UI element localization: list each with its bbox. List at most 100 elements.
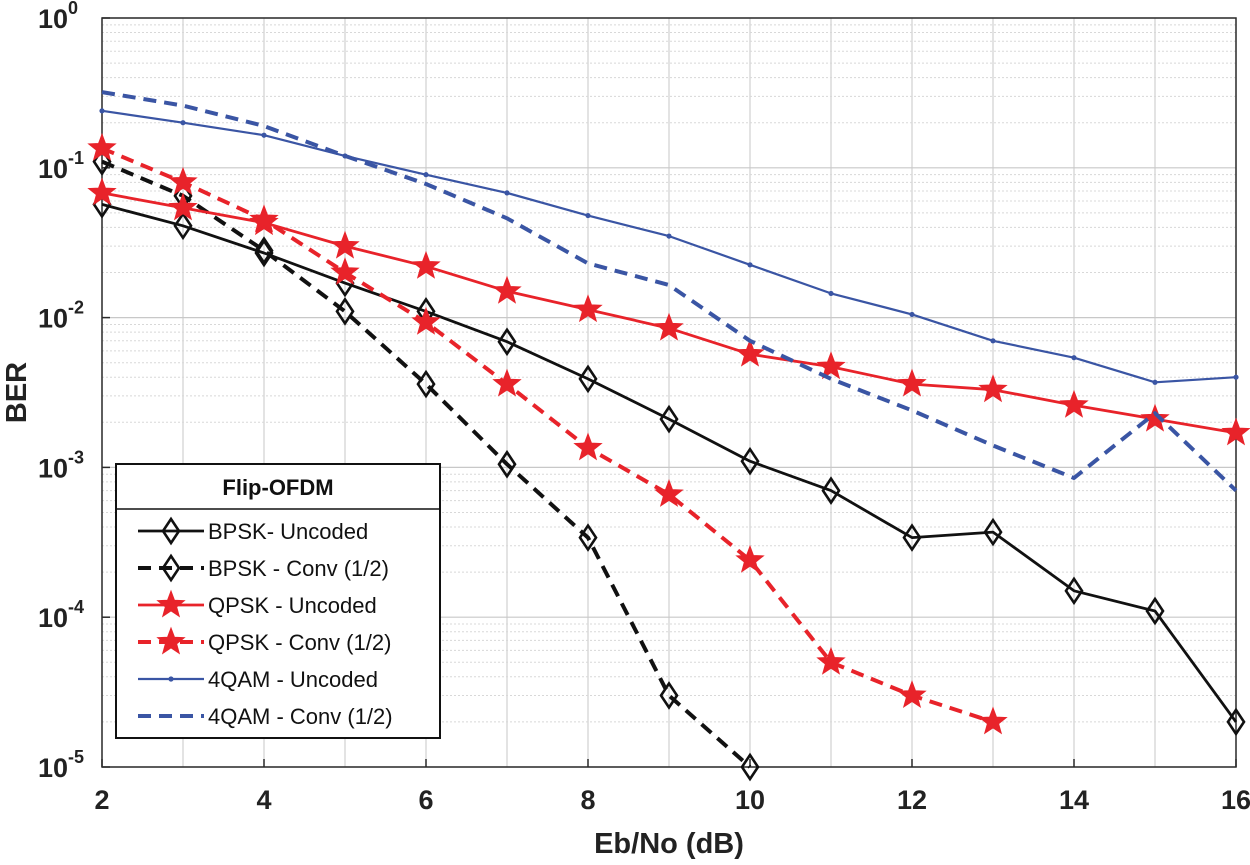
x-tick-label: 2 (94, 785, 109, 815)
data-point-qpsk-uncoded (87, 177, 117, 206)
series-qpsk-conv-1-2 (87, 132, 1008, 735)
data-point-bpsk-conv-1-2 (659, 681, 679, 710)
data-point-qpsk-conv-1-2 (735, 544, 765, 573)
data-point-bpsk-conv-1-2 (416, 369, 436, 399)
y-tick-label: 10-4 (38, 597, 84, 633)
data-point-qpsk-conv-1-2 (411, 306, 441, 335)
data-point-4qam-uncoded (99, 108, 105, 114)
data-point-qpsk-uncoded (816, 351, 846, 380)
series-line-4qam-conv-1-2 (101, 90, 1238, 493)
data-point-bpsk-conv-1-2 (497, 449, 517, 479)
data-point-bpsk-uncoded (173, 211, 193, 241)
data-point-qpsk-uncoded (573, 294, 603, 323)
legend-entry-qpsk-uncoded: QPSK - Uncoded (138, 589, 377, 618)
series-bpsk-uncoded (92, 190, 1246, 737)
data-point-bpsk-uncoded (902, 523, 922, 552)
legend: Flip-OFDM BPSK- Uncoded BPSK - Conv (1/2)… (115, 463, 441, 739)
series-layer (87, 90, 1250, 782)
y-tick-label: 10-5 (38, 747, 84, 783)
data-point-bpsk-uncoded (578, 364, 598, 394)
legend-entry-label: 4QAM - Conv (1/2) (208, 704, 393, 729)
x-tick-label: 10 (735, 785, 765, 815)
data-point-bpsk-uncoded (1064, 576, 1084, 606)
data-point-bpsk-conv-1-2 (740, 752, 760, 782)
legend-entry-4qam-conv-1-2: 4QAM - Conv (1/2) (138, 704, 393, 729)
data-point-bpsk-conv-1-2 (254, 236, 274, 265)
data-point-qpsk-uncoded (1140, 403, 1170, 432)
data-point-4qam-uncoded (828, 290, 834, 297)
data-point-bpsk-uncoded (1145, 596, 1165, 626)
data-point-bpsk-uncoded (821, 476, 841, 505)
y-axis-label: BER (1, 362, 33, 423)
legend-swatch-marker (161, 516, 181, 546)
data-point-qpsk-conv-1-2 (492, 368, 522, 397)
data-point-qpsk-uncoded (897, 368, 927, 397)
x-tick-label: 4 (256, 785, 271, 815)
data-point-bpsk-conv-1-2 (335, 297, 355, 326)
data-point-4qam-uncoded (1152, 379, 1158, 385)
data-point-qpsk-uncoded (1221, 417, 1250, 446)
series-line-bpsk-conv-1-2 (101, 159, 752, 769)
series-line-bpsk-uncoded (101, 203, 1238, 723)
data-point-bpsk-uncoded (740, 446, 760, 476)
data-point-qpsk-conv-1-2 (654, 479, 684, 507)
data-point-4qam-uncoded (747, 262, 753, 268)
legend-entry-bpsk-conv-1-2: BPSK - Conv (1/2) (138, 553, 389, 583)
data-point-bpsk-conv-1-2 (578, 523, 598, 552)
data-point-qpsk-conv-1-2 (87, 132, 117, 161)
y-tick-label: 100 (38, 0, 78, 34)
legend-entry-4qam-uncoded: 4QAM - Uncoded (138, 667, 378, 692)
data-point-qpsk-uncoded (735, 338, 765, 367)
data-point-qpsk-conv-1-2 (897, 680, 927, 709)
data-point-qpsk-conv-1-2 (816, 646, 846, 675)
x-tick-label: 14 (1059, 785, 1089, 815)
data-point-4qam-uncoded (180, 120, 186, 126)
legend-entry-label: BPSK- Uncoded (208, 519, 368, 544)
legend-entry-label: 4QAM - Uncoded (208, 667, 378, 692)
data-point-4qam-uncoded (990, 338, 996, 344)
y-tick-label: 10-2 (38, 298, 84, 334)
legend-swatch-marker (168, 676, 174, 682)
series-4qam-uncoded (99, 108, 1239, 385)
legend-swatch-marker (156, 589, 186, 618)
y-tick-label: 10-1 (38, 148, 84, 184)
y-tick-label: 10-3 (38, 447, 84, 483)
x-tick-label: 16 (1221, 785, 1250, 815)
legend-entry-qpsk-conv-1-2: QPSK - Conv (1/2) (138, 626, 391, 655)
data-point-qpsk-uncoded (411, 250, 441, 279)
legend-entry-label: QPSK - Uncoded (208, 593, 377, 618)
data-point-qpsk-conv-1-2 (249, 204, 279, 233)
axis-ticks: 2 4 6 8 10 12 14 16 100 10-1 10-2 10-3 10-4 10-5 (38, 0, 1250, 815)
data-point-4qam-uncoded (666, 233, 672, 239)
legend-entry-bpsk-uncoded: BPSK- Uncoded (138, 516, 368, 546)
data-point-4qam-uncoded (909, 311, 915, 318)
data-point-qpsk-conv-1-2 (573, 432, 603, 461)
data-point-4qam-uncoded (261, 132, 267, 138)
x-axis-label: Eb/No (dB) (594, 828, 744, 860)
x-tick-label: 6 (418, 785, 433, 815)
series-4qam-conv-1-2 (101, 90, 1238, 493)
data-point-bpsk-uncoded (497, 327, 517, 357)
legend-entry-label: BPSK - Conv (1/2) (208, 556, 389, 581)
data-point-4qam-uncoded (1233, 374, 1239, 380)
data-point-qpsk-conv-1-2 (978, 706, 1008, 735)
legend-entries: BPSK- Uncoded BPSK - Conv (1/2) QPSK - Unc… (138, 516, 393, 729)
data-point-qpsk-uncoded (654, 312, 684, 341)
legend-swatch-marker (156, 626, 186, 655)
data-point-bpsk-uncoded (659, 404, 679, 434)
legend-title: Flip-OFDM (222, 475, 333, 500)
data-point-qpsk-uncoded (978, 374, 1008, 403)
data-point-4qam-uncoded (423, 172, 429, 178)
data-point-bpsk-uncoded (1226, 707, 1246, 737)
data-point-4qam-uncoded (504, 190, 510, 196)
data-point-qpsk-uncoded (168, 192, 198, 221)
data-point-qpsk-uncoded (330, 230, 360, 259)
legend-swatch-marker (161, 553, 181, 583)
plot-area-frame (101, 17, 1237, 768)
data-point-qpsk-conv-1-2 (330, 257, 360, 285)
data-point-bpsk-uncoded (983, 517, 1003, 547)
data-point-qpsk-conv-1-2 (168, 166, 198, 195)
data-point-qpsk-uncoded (492, 275, 522, 304)
x-tick-label: 12 (897, 785, 927, 815)
